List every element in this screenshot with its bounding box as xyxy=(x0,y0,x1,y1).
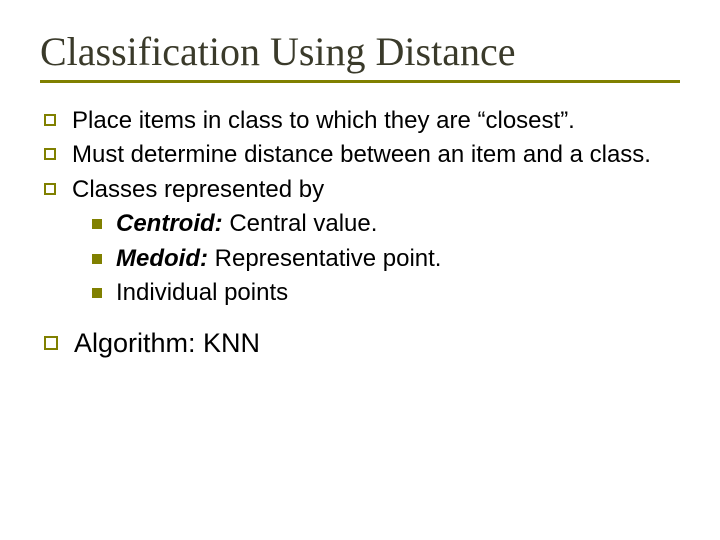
bullet-text: Individual points xyxy=(116,277,288,309)
term-centroid: Centroid: xyxy=(116,210,223,237)
slide: Classification Using Distance Place item… xyxy=(0,0,720,540)
bullet-level1: Place items in class to which they are “… xyxy=(44,105,680,137)
title-underline xyxy=(40,80,680,83)
filled-square-icon xyxy=(92,219,102,229)
bullet-text: Algorithm: KNN xyxy=(74,325,260,361)
bullet-text: Classes represented by xyxy=(72,174,324,206)
filled-square-icon xyxy=(92,288,102,298)
bullet-level2: Individual points xyxy=(92,277,680,309)
bullet-level2: Centroid: Central value. xyxy=(92,208,680,240)
hollow-square-icon xyxy=(44,114,56,126)
algorithm-name: KNN xyxy=(196,328,261,358)
filled-square-icon xyxy=(92,254,102,264)
bullet-level1: Classes represented by xyxy=(44,174,680,206)
sub-bullet-group: Centroid: Central value. Medoid: Represe… xyxy=(44,208,680,309)
bullet-level2: Medoid: Representative point. xyxy=(92,243,680,275)
algorithm-label: Algorithm: xyxy=(74,328,196,358)
hollow-square-icon xyxy=(44,148,56,160)
bullet-text: Centroid: Central value. xyxy=(116,208,377,240)
bullet-text: Place items in class to which they are “… xyxy=(72,105,575,137)
hollow-square-icon xyxy=(44,183,56,195)
term-desc: Representative point. xyxy=(208,245,441,272)
slide-body: Place items in class to which they are “… xyxy=(40,105,680,362)
term-desc: Central value. xyxy=(223,210,378,237)
bullet-text: Must determine distance between an item … xyxy=(72,139,651,171)
hollow-square-icon xyxy=(44,336,58,350)
bullet-text: Medoid: Representative point. xyxy=(116,243,441,275)
bullet-level1: Must determine distance between an item … xyxy=(44,139,680,171)
bullet-level1: Algorithm: KNN xyxy=(44,325,680,361)
term-medoid: Medoid: xyxy=(116,245,208,272)
slide-title: Classification Using Distance xyxy=(40,30,680,74)
